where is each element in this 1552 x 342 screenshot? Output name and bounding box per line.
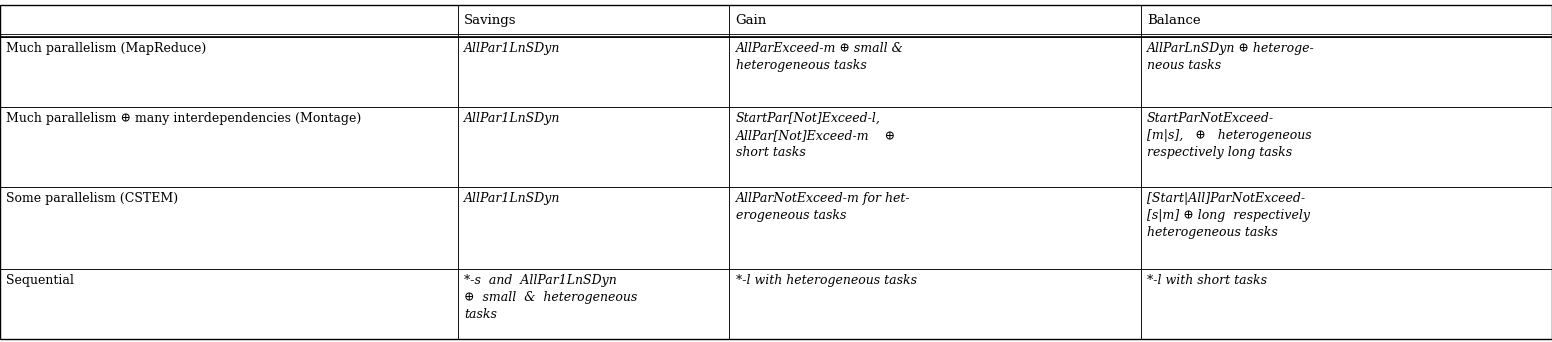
Bar bbox=[458, 268, 729, 339]
Bar bbox=[0, 268, 458, 339]
Bar bbox=[0, 37, 458, 107]
Bar bbox=[0, 5, 458, 37]
Bar bbox=[1141, 187, 1552, 268]
Text: *-s  and  AllPar1LnSDyn
⊕  small  &  heterogeneous
tasks: *-s and AllPar1LnSDyn ⊕ small & heteroge… bbox=[464, 274, 638, 321]
Text: *-l with short tasks: *-l with short tasks bbox=[1147, 274, 1266, 287]
Bar bbox=[729, 37, 1141, 107]
Text: AllPar1LnSDyn: AllPar1LnSDyn bbox=[464, 112, 560, 125]
Bar bbox=[0, 107, 458, 187]
Text: [Start|All]ParNotExceed-
[s|m] ⊕ long  respectively
heterogeneous tasks: [Start|All]ParNotExceed- [s|m] ⊕ long re… bbox=[1147, 192, 1310, 239]
Bar bbox=[1141, 37, 1552, 107]
Text: Balance: Balance bbox=[1147, 14, 1201, 27]
Text: Much parallelism (MapReduce): Much parallelism (MapReduce) bbox=[6, 42, 206, 55]
Text: AllPar1LnSDyn: AllPar1LnSDyn bbox=[464, 42, 560, 55]
Bar bbox=[1141, 107, 1552, 187]
Text: AllPar1LnSDyn: AllPar1LnSDyn bbox=[464, 192, 560, 205]
Bar bbox=[729, 5, 1141, 37]
Bar bbox=[0, 187, 458, 268]
Text: AllParLnSDyn ⊕ heteroge-
neous tasks: AllParLnSDyn ⊕ heteroge- neous tasks bbox=[1147, 42, 1315, 72]
Bar bbox=[1141, 5, 1552, 37]
Bar bbox=[458, 37, 729, 107]
Text: AllParNotExceed-m for het-
erogeneous tasks: AllParNotExceed-m for het- erogeneous ta… bbox=[736, 192, 911, 222]
Text: Gain: Gain bbox=[736, 14, 767, 27]
Bar bbox=[729, 268, 1141, 339]
Bar bbox=[458, 107, 729, 187]
Text: *-l with heterogeneous tasks: *-l with heterogeneous tasks bbox=[736, 274, 917, 287]
Text: StartParNotExceed-
[m|s],   ⊕   heterogeneous
respectively long tasks: StartParNotExceed- [m|s], ⊕ heterogeneou… bbox=[1147, 112, 1311, 159]
Text: StartPar[Not]Exceed-l,
AllPar[Not]Exceed-m    ⊕
short tasks: StartPar[Not]Exceed-l, AllPar[Not]Exceed… bbox=[736, 112, 896, 159]
Bar bbox=[458, 5, 729, 37]
Bar bbox=[729, 187, 1141, 268]
Text: Much parallelism ⊕ many interdependencies (Montage): Much parallelism ⊕ many interdependencie… bbox=[6, 112, 362, 125]
Text: AllParExceed-m ⊕ small &
heterogeneous tasks: AllParExceed-m ⊕ small & heterogeneous t… bbox=[736, 42, 903, 72]
Text: Savings: Savings bbox=[464, 14, 517, 27]
Text: Some parallelism (CSTEM): Some parallelism (CSTEM) bbox=[6, 192, 178, 205]
Bar bbox=[458, 187, 729, 268]
Bar bbox=[1141, 268, 1552, 339]
Text: Sequential: Sequential bbox=[6, 274, 74, 287]
Bar bbox=[729, 107, 1141, 187]
